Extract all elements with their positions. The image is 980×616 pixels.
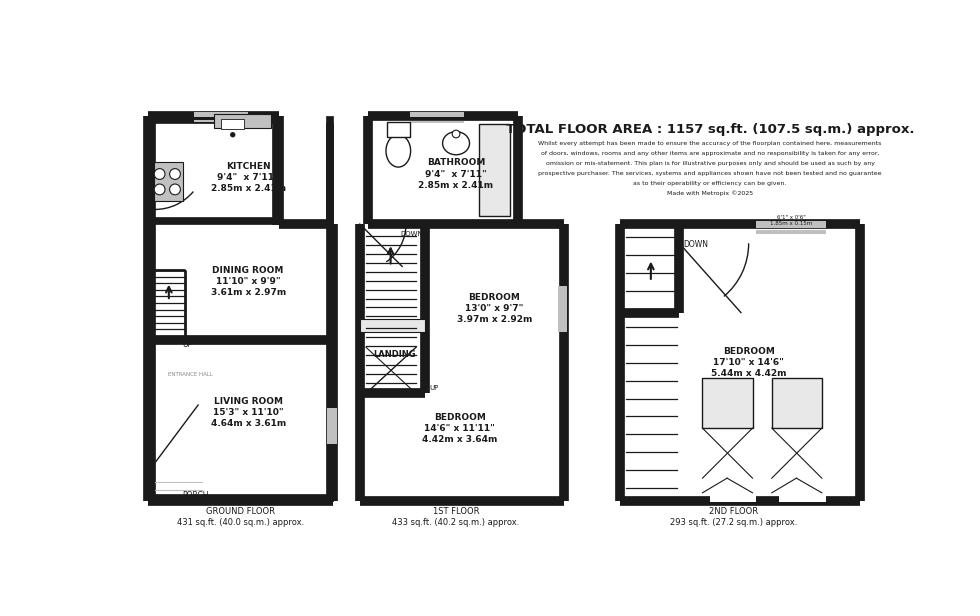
Bar: [221, 118, 244, 129]
Text: BATHROOM
9'4"  x 7'11"
2.85m x 2.41m: BATHROOM 9'4" x 7'11" 2.85m x 2.41m: [418, 158, 494, 190]
Bar: [387, 121, 410, 137]
Circle shape: [230, 132, 235, 137]
Bar: [194, 120, 248, 123]
Circle shape: [170, 169, 180, 179]
Ellipse shape: [443, 132, 469, 155]
Text: prospective purchaser. The services, systems and appliances shown have not been : prospective purchaser. The services, sys…: [538, 171, 882, 176]
Text: Made with Metropix ©2025: Made with Metropix ©2025: [667, 190, 754, 196]
Bar: [148, 217, 279, 224]
Bar: [326, 116, 333, 224]
Bar: [703, 378, 753, 428]
Bar: [327, 408, 337, 444]
Bar: [194, 112, 248, 117]
Text: of doors, windows, rooms and any other items are approximate and no responsibili: of doors, windows, rooms and any other i…: [541, 151, 879, 156]
Bar: [154, 163, 183, 201]
Bar: [772, 378, 822, 428]
Bar: [148, 494, 333, 501]
Text: LIVING ROOM
15'3" x 11'10"
4.64m x 3.61m: LIVING ROOM 15'3" x 11'10" 4.64m x 3.61m: [211, 397, 286, 428]
Bar: [326, 123, 333, 501]
Text: 6'1" x 0'6"
1.85m x 0.15m: 6'1" x 0'6" 1.85m x 0.15m: [770, 214, 812, 226]
Bar: [757, 230, 825, 234]
Bar: [329, 409, 337, 444]
Text: ENTRANCE HALL: ENTRANCE HALL: [168, 371, 213, 377]
Text: PORCH: PORCH: [182, 492, 209, 500]
Bar: [214, 114, 271, 128]
Text: 2ND FLOOR
293 sq.ft. (27.2 sq.m.) approx.: 2ND FLOOR 293 sq.ft. (27.2 sq.m.) approx…: [669, 506, 797, 527]
Bar: [360, 319, 425, 332]
Bar: [779, 493, 826, 502]
Text: DOWN: DOWN: [683, 240, 709, 249]
Bar: [479, 124, 510, 216]
Bar: [148, 116, 279, 123]
Text: as to their operability or efficiency can be given.: as to their operability or efficiency ca…: [633, 180, 787, 186]
Bar: [410, 121, 464, 123]
Text: KITCHEN
9'4"  x 7'11"
2.85m x 2.41m: KITCHEN 9'4" x 7'11" 2.85m x 2.41m: [211, 162, 286, 193]
Bar: [558, 286, 567, 332]
Ellipse shape: [386, 135, 411, 167]
Text: 1ST FLOOR
433 sq.ft. (40.2 sq.m.) approx.: 1ST FLOOR 433 sq.ft. (40.2 sq.m.) approx…: [392, 506, 519, 527]
Text: LANDING: LANDING: [373, 351, 416, 360]
Text: BEDROOM
13'0" x 9'7"
3.97m x 2.92m: BEDROOM 13'0" x 9'7" 3.97m x 2.92m: [457, 293, 532, 325]
Text: BEDROOM
14'6" x 11'11"
4.42m x 3.64m: BEDROOM 14'6" x 11'11" 4.42m x 3.64m: [422, 413, 498, 444]
Text: UP: UP: [182, 341, 193, 349]
Text: DOWN: DOWN: [401, 231, 423, 237]
Text: UP: UP: [429, 385, 438, 391]
Circle shape: [154, 184, 165, 195]
Bar: [329, 409, 337, 444]
Circle shape: [170, 184, 180, 195]
Circle shape: [154, 169, 165, 179]
Text: TOTAL FLOOR AREA : 1157 sq.ft. (107.5 sq.m.) approx.: TOTAL FLOOR AREA : 1157 sq.ft. (107.5 sq…: [506, 123, 914, 136]
Text: DINING ROOM
11'10" x 9'9"
3.61m x 2.97m: DINING ROOM 11'10" x 9'9" 3.61m x 2.97m: [211, 266, 286, 298]
Bar: [410, 112, 464, 117]
Bar: [710, 493, 757, 502]
Text: omission or mis-statement. This plan is for illustrative purposes only and shoul: omission or mis-statement. This plan is …: [546, 161, 874, 166]
Text: Whilst every attempt has been made to ensure the accuracy of the floorplan conta: Whilst every attempt has been made to en…: [538, 140, 882, 146]
Text: BEDROOM
17'10" x 14'6"
5.44m x 4.42m: BEDROOM 17'10" x 14'6" 5.44m x 4.42m: [710, 347, 786, 378]
Text: GROUND FLOOR
431 sq.ft. (40.0 sq.m.) approx.: GROUND FLOOR 431 sq.ft. (40.0 sq.m.) app…: [176, 506, 304, 527]
Circle shape: [452, 130, 460, 138]
Bar: [148, 116, 155, 501]
Bar: [757, 221, 825, 228]
Bar: [272, 116, 279, 224]
